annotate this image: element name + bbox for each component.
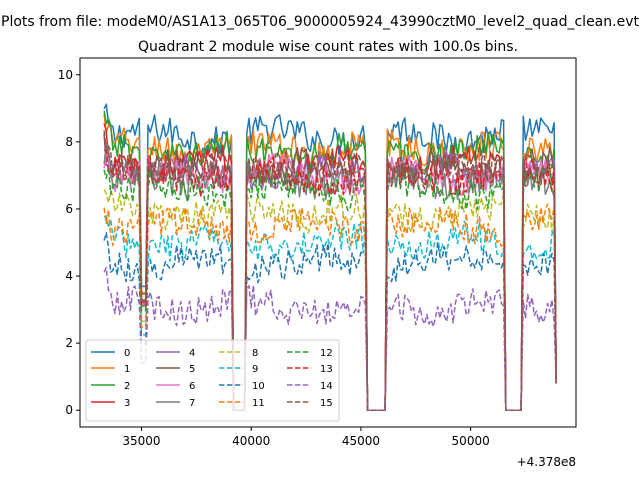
x-axis: 35000 40000 45000 50000 bbox=[122, 427, 490, 448]
series-line-8 bbox=[103, 189, 557, 411]
y-axis: 0 2 4 6 8 10 bbox=[58, 68, 80, 417]
y-tick-label: 10 bbox=[58, 68, 73, 82]
legend-label-4: 4 bbox=[189, 348, 195, 359]
y-tick-label: 0 bbox=[65, 403, 73, 417]
series-layer bbox=[103, 103, 557, 411]
legend-label-15: 15 bbox=[320, 398, 333, 409]
plot-area-frame bbox=[79, 57, 577, 428]
x-tick-label: 50000 bbox=[452, 434, 490, 448]
y-tick-label: 2 bbox=[65, 336, 73, 350]
legend-label-6: 6 bbox=[189, 381, 195, 392]
legend-label-3: 3 bbox=[124, 398, 130, 409]
series-line-2 bbox=[103, 110, 557, 411]
series-line-13 bbox=[103, 149, 557, 411]
legend-frame bbox=[85, 339, 340, 422]
x-tick-label: 45000 bbox=[342, 434, 380, 448]
legend-label-14: 14 bbox=[320, 381, 333, 392]
series-line-15 bbox=[103, 130, 557, 411]
legend-label-9: 9 bbox=[252, 364, 258, 375]
legend-label-12: 12 bbox=[320, 348, 333, 359]
x-tick-label: 35000 bbox=[122, 434, 160, 448]
series-line-11 bbox=[103, 203, 557, 411]
series-line-14 bbox=[103, 266, 557, 411]
legend-label-13: 13 bbox=[320, 364, 333, 375]
series-line-9 bbox=[103, 215, 557, 411]
legend-label-8: 8 bbox=[252, 348, 258, 359]
legend-label-7: 7 bbox=[189, 398, 195, 409]
legend-label-5: 5 bbox=[189, 364, 195, 375]
legend-label-10: 10 bbox=[252, 381, 265, 392]
y-tick-label: 8 bbox=[65, 135, 73, 149]
legend-label-2: 2 bbox=[124, 381, 130, 392]
x-tick-label: 40000 bbox=[232, 434, 270, 448]
y-tick-label: 4 bbox=[65, 269, 73, 283]
chart-title: Quadrant 2 module wise count rates with … bbox=[138, 39, 518, 55]
figure-suptitle: Plots from file: modeM0/AS1A13_065T06_90… bbox=[1, 14, 639, 30]
legend-label-1: 1 bbox=[124, 364, 130, 375]
legend-label-0: 0 bbox=[124, 348, 130, 359]
y-tick-label: 6 bbox=[65, 202, 73, 216]
legend-label-11: 11 bbox=[252, 398, 265, 409]
x-offset-label: +4.378e8 bbox=[517, 455, 576, 469]
